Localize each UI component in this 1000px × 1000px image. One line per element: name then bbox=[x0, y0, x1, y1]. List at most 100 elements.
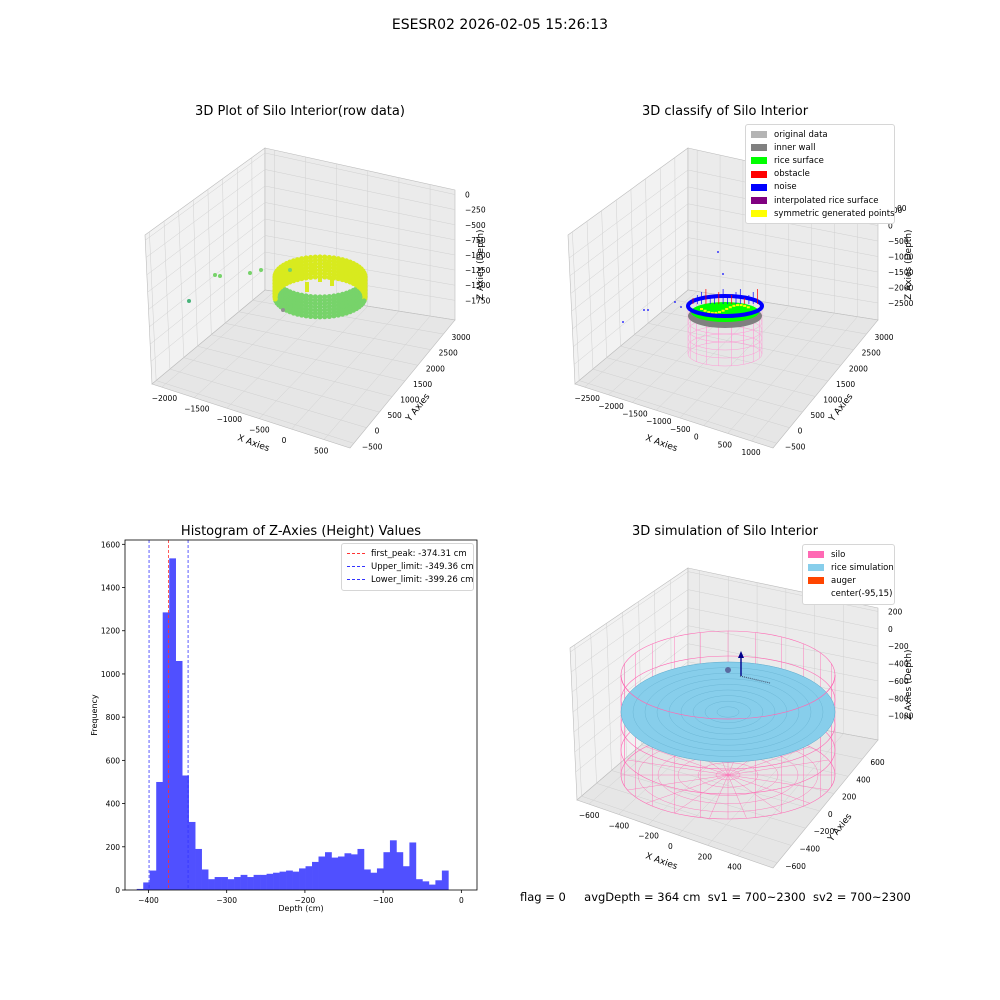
sv2-text: sv2 = 700~2300 bbox=[812, 890, 911, 904]
panel2-legend-swatch bbox=[751, 170, 767, 178]
panel4-legend-swatch bbox=[808, 591, 824, 598]
p1-ztick: 0 bbox=[465, 191, 470, 200]
auger-marker bbox=[725, 667, 731, 673]
flag-text: flag = 0 bbox=[520, 890, 566, 904]
p2-ytick: 500 bbox=[810, 411, 825, 420]
histogram-bar bbox=[415, 879, 423, 890]
histogram-bar bbox=[357, 848, 365, 890]
p1-xtick: −1000 bbox=[217, 415, 243, 424]
histogram-bar bbox=[350, 854, 358, 890]
histogram-ytick: 600 bbox=[106, 756, 121, 765]
panel2-zt-partial: 00 bbox=[897, 204, 907, 213]
histogram-legend-label: first_peak: -374.31 cm bbox=[371, 548, 467, 559]
panel2-legend-swatch bbox=[751, 197, 767, 205]
noise-rim bbox=[686, 294, 764, 318]
noise-point bbox=[622, 321, 624, 323]
histogram-legend-label: Upper_limit: -349.36 cm bbox=[371, 561, 474, 572]
histogram-xtick: −200 bbox=[295, 896, 316, 905]
p1-ytick: −500 bbox=[362, 442, 383, 451]
point-marker bbox=[343, 310, 350, 316]
symmetric-point bbox=[703, 309, 707, 312]
panel3-title: Histogram of Z-Axies (Height) Values bbox=[180, 524, 422, 539]
point-marker bbox=[339, 276, 346, 283]
point-cluster bbox=[290, 262, 294, 272]
status-footer: flag = 0 avgDepth = 364 cm sv1 = 700~230… bbox=[520, 890, 911, 904]
histogram-xtick: 0 bbox=[459, 896, 464, 905]
p2-xtick: −2000 bbox=[598, 402, 624, 411]
histogram-legend-item: Lower_limit: -399.26 cm bbox=[347, 573, 473, 586]
histogram-bar bbox=[195, 848, 202, 890]
histogram-ytick: 1600 bbox=[101, 540, 120, 549]
p4-xtick: 400 bbox=[727, 863, 742, 872]
point-cluster bbox=[305, 282, 309, 292]
histogram-ytick: 1400 bbox=[101, 584, 120, 593]
histogram-bar bbox=[260, 874, 267, 890]
point-marker bbox=[303, 275, 309, 281]
silo-floor-spoke bbox=[727, 774, 747, 819]
histogram-bar bbox=[441, 870, 449, 890]
histogram-bar bbox=[214, 877, 222, 890]
histogram-bar bbox=[305, 866, 313, 890]
avg-depth-text: avgDepth = 364 cm bbox=[584, 890, 701, 904]
silo-top-rim bbox=[620, 674, 836, 720]
outlier-point bbox=[213, 273, 217, 277]
silo-floor-spoke bbox=[727, 774, 782, 814]
histogram-bar bbox=[396, 852, 404, 890]
p2-ztick: −500 bbox=[888, 237, 909, 246]
p2-xtick: −2500 bbox=[575, 394, 601, 403]
panel2-legend-label: symmetric generated points bbox=[774, 208, 895, 219]
histogram-bar bbox=[175, 660, 183, 890]
p1-ytick: 3000 bbox=[451, 333, 470, 342]
point-marker bbox=[294, 311, 301, 317]
symmetric-point bbox=[736, 304, 739, 307]
p2-ztick: −2000 bbox=[888, 284, 914, 293]
panel2-legend-label: noise bbox=[774, 182, 797, 193]
p1-xtick: 500 bbox=[314, 447, 329, 456]
histogram-bar bbox=[143, 882, 151, 890]
silo-floor-spoke bbox=[627, 774, 729, 791]
silo-floor-spoke bbox=[645, 746, 729, 776]
histogram-ylabel: Frequency bbox=[90, 694, 99, 736]
p1-ytick: 0 bbox=[375, 427, 380, 436]
panel2-legend-label: obstacle bbox=[774, 169, 810, 180]
symmetric-point bbox=[721, 309, 725, 312]
panel2-legend-label: original data bbox=[774, 129, 828, 140]
symmetric-point bbox=[718, 311, 721, 314]
histogram-bar bbox=[201, 869, 209, 890]
panel4-legend-swatch bbox=[808, 564, 824, 572]
p4-xtick: 200 bbox=[698, 852, 713, 861]
histogram-bar bbox=[279, 871, 287, 890]
histogram-legend-line bbox=[347, 579, 365, 581]
histogram-legend-label: Lower_limit: -399.26 cm bbox=[371, 574, 474, 585]
symmetric-point bbox=[728, 306, 732, 309]
p2-ztick: −1500 bbox=[888, 268, 914, 277]
histogram-legend-line bbox=[347, 553, 365, 555]
panel2-legend: original data inner wall rice surface obsta… bbox=[745, 124, 895, 225]
histogram-bar bbox=[344, 853, 352, 890]
panel2-legend-item: obstacle bbox=[751, 168, 889, 181]
histogram-bar bbox=[389, 840, 397, 890]
noise-point bbox=[717, 251, 719, 253]
point-marker bbox=[331, 313, 337, 319]
p4-ytick: 0 bbox=[828, 810, 833, 819]
noise-point bbox=[680, 306, 682, 308]
rice-mesh-ring bbox=[680, 689, 776, 735]
histogram-legend-item: Upper_limit: -349.36 cm bbox=[347, 560, 474, 573]
rice-mesh-ring bbox=[716, 706, 740, 718]
panel2-legend-swatch bbox=[751, 131, 767, 139]
point-marker bbox=[308, 274, 314, 280]
silo-floor-spoke bbox=[727, 774, 829, 791]
p1-ztick: −500 bbox=[465, 221, 486, 230]
p2-ytick: 1500 bbox=[836, 380, 855, 389]
panel4-legend-item: silo bbox=[808, 548, 889, 561]
histogram-bar bbox=[363, 869, 371, 890]
panel2-legend-swatch bbox=[751, 183, 767, 191]
p4-ztick: −800 bbox=[888, 694, 909, 703]
rice-surface bbox=[691, 302, 759, 322]
panel2-legend-item: noise bbox=[751, 181, 889, 194]
histogram-bar bbox=[156, 781, 164, 890]
p2-ytick: −500 bbox=[785, 442, 806, 451]
